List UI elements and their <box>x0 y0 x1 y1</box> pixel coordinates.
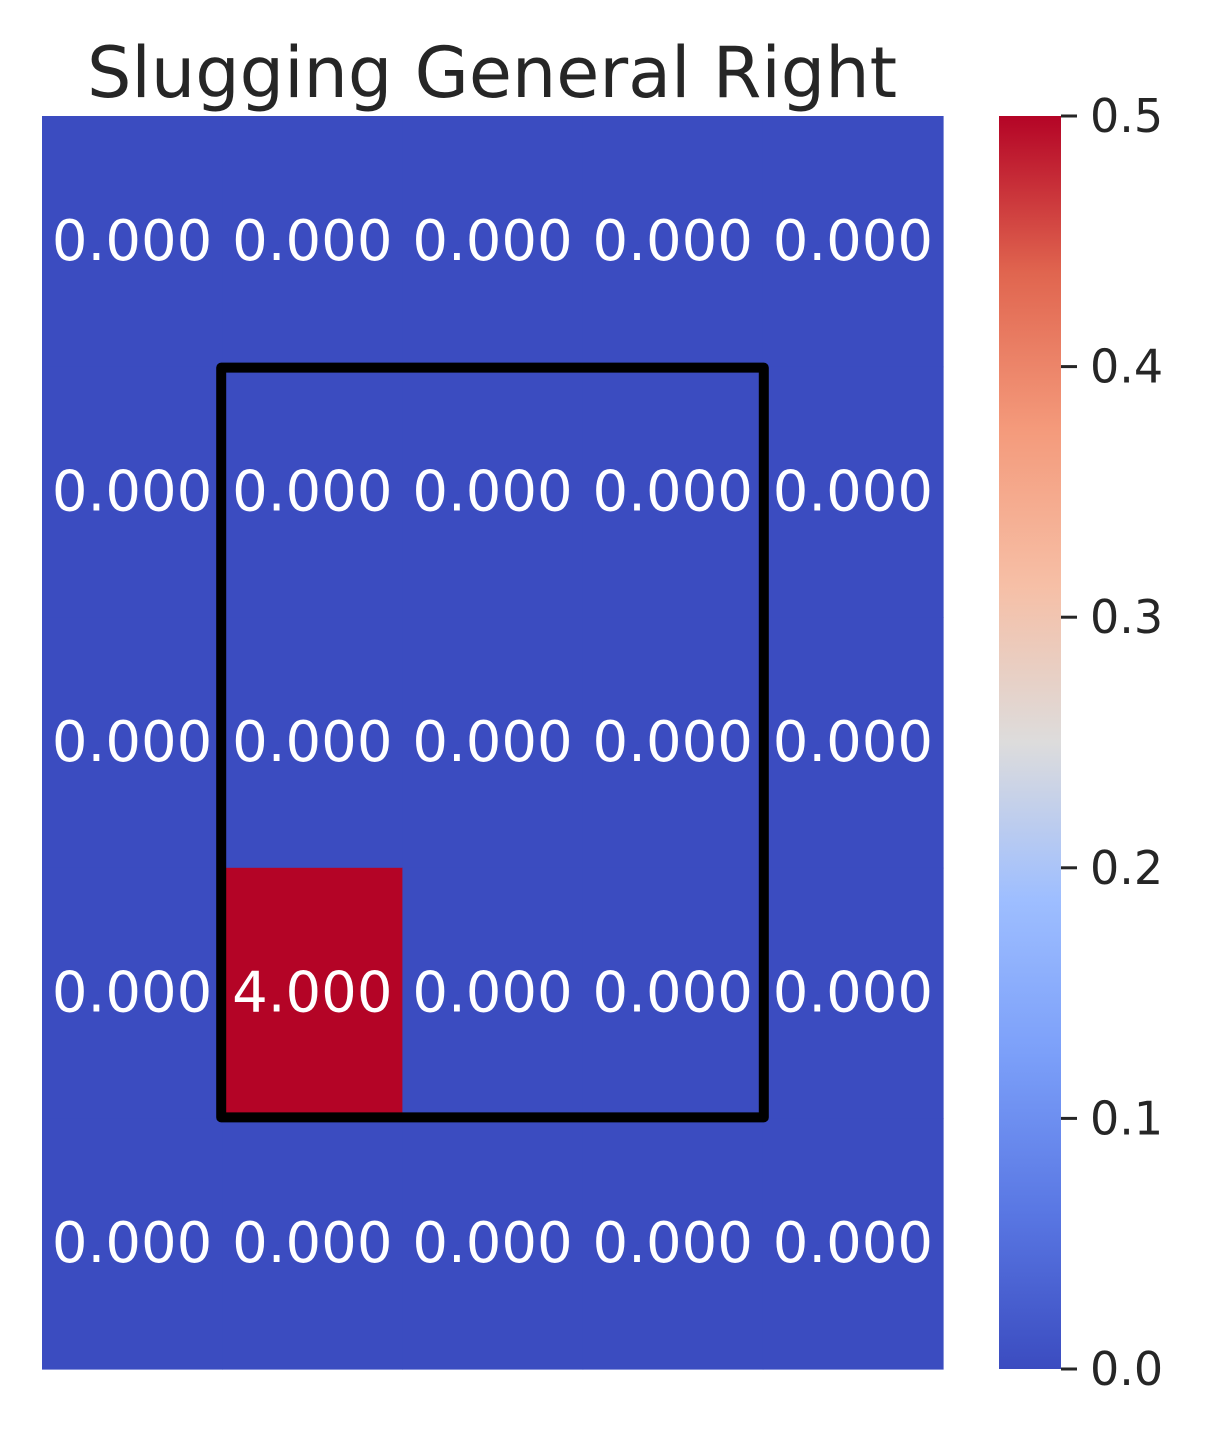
colorbar-ticks: 0.0 0.1 0.2 0.3 0.4 0.5 <box>1061 89 1163 1396</box>
colorbar <box>999 116 1061 1369</box>
heatmap-cell-r1-c2 <box>402 366 584 618</box>
heatmap-cell-r0-c0 <box>42 116 223 368</box>
heatmap-cell-r4-c4 <box>762 1118 944 1370</box>
heatmap-cell-label-r2-c3: 0.000 <box>593 710 753 775</box>
heatmap-cell-label-r3-c3: 0.000 <box>593 961 753 1026</box>
heatmap-cell-label-r0-c0: 0.000 <box>52 209 212 274</box>
heatmap-cell-r2-c4 <box>762 617 944 869</box>
colorbar-tick-label: 0.5 <box>1090 89 1163 143</box>
heatmap-cell-label-r3-c4: 0.000 <box>773 961 933 1026</box>
heatmap-cell-label-r4-c4: 0.000 <box>773 1211 933 1276</box>
heatmap-cell-r3-c0 <box>42 867 223 1119</box>
heatmap-cell-r2-c0 <box>42 617 223 869</box>
heatmap-cell-label-r2-c4: 0.000 <box>773 710 933 775</box>
heatmap-cell-label-r2-c1: 0.000 <box>232 710 392 775</box>
heatmap-cell-r3-c3 <box>582 867 764 1119</box>
heatmap-cell-r1-c3 <box>582 366 764 618</box>
heatmap-cell-label-r3-c2: 0.000 <box>412 961 572 1026</box>
heatmap-cell-label-r2-c0: 0.000 <box>52 710 212 775</box>
heatmap-cell-r0-c4 <box>762 116 944 368</box>
heatmap-cell-r0-c2 <box>402 116 584 368</box>
chart-title: Slugging General Right <box>87 32 897 114</box>
heatmap-cell-label-r0-c3: 0.000 <box>593 209 753 274</box>
heatmap-cell-r1-c0 <box>42 366 223 618</box>
heatmap-cell-r4-c1 <box>222 1118 403 1370</box>
heatmap-cell-label-r1-c4: 0.000 <box>773 459 933 524</box>
heatmap-cell-label-r3-c1: 4.000 <box>232 961 392 1026</box>
heatmap-cell-label-r1-c0: 0.000 <box>52 459 212 524</box>
heatmap-cell-r4-c0 <box>42 1118 223 1370</box>
heatmap-cell-r0-c1 <box>222 116 403 368</box>
heatmap-cell-label-r0-c2: 0.000 <box>412 209 572 274</box>
heatmap-cell-r3-c4 <box>762 867 944 1119</box>
heatmap-cell-label-r3-c0: 0.000 <box>52 961 212 1026</box>
heatmap-cell-label-r0-c4: 0.000 <box>773 209 933 274</box>
heatmap-cell-r4-c3 <box>582 1118 764 1370</box>
heatmap-cell-label-r4-c1: 0.000 <box>232 1211 392 1276</box>
colorbar-tick-label: 0.0 <box>1090 1342 1163 1396</box>
heatmap-cell-label-r4-c0: 0.000 <box>52 1211 212 1276</box>
heatmap-cell-label-r1-c2: 0.000 <box>412 459 572 524</box>
strike-zone-box <box>216 362 769 1123</box>
heatmap-cell-r3-c2 <box>402 867 584 1119</box>
heatmap-cell-r1-c4 <box>762 366 944 618</box>
heatmap-cell-r3-c1 <box>222 867 403 1119</box>
heatmap-cell-r2-c1 <box>222 617 403 869</box>
heatmap-cell-r1-c1 <box>222 366 403 618</box>
heatmap-cell-r2-c2 <box>402 617 584 869</box>
heatmap-cell-label-r4-c2: 0.000 <box>412 1211 572 1276</box>
heatmap-cell-label-r2-c2: 0.000 <box>412 710 572 775</box>
heatmap-cell-r4-c2 <box>402 1118 584 1370</box>
heatmap-cell-labels: 0.000 0.000 0.000 0.000 0.000 0.000 0.000 0.000… <box>52 209 933 1276</box>
heatmap-cell-r0-c3 <box>582 116 764 368</box>
heatmap-cell-label-r1-c1: 0.000 <box>232 459 392 524</box>
heatmap-cell-label-r4-c3: 0.000 <box>593 1211 753 1276</box>
heatmap-cell-r2-c3 <box>582 617 764 869</box>
colorbar-tick-label: 0.3 <box>1090 590 1163 644</box>
heatmap-cells <box>42 116 944 1370</box>
colorbar-tick-label: 0.2 <box>1090 841 1163 895</box>
colorbar-tick-label: 0.1 <box>1090 1091 1163 1145</box>
colorbar-tick-label: 0.4 <box>1090 340 1163 394</box>
heatmap-cell-label-r0-c1: 0.000 <box>232 209 392 274</box>
heatmap-cell-label-r1-c3: 0.000 <box>593 459 753 524</box>
